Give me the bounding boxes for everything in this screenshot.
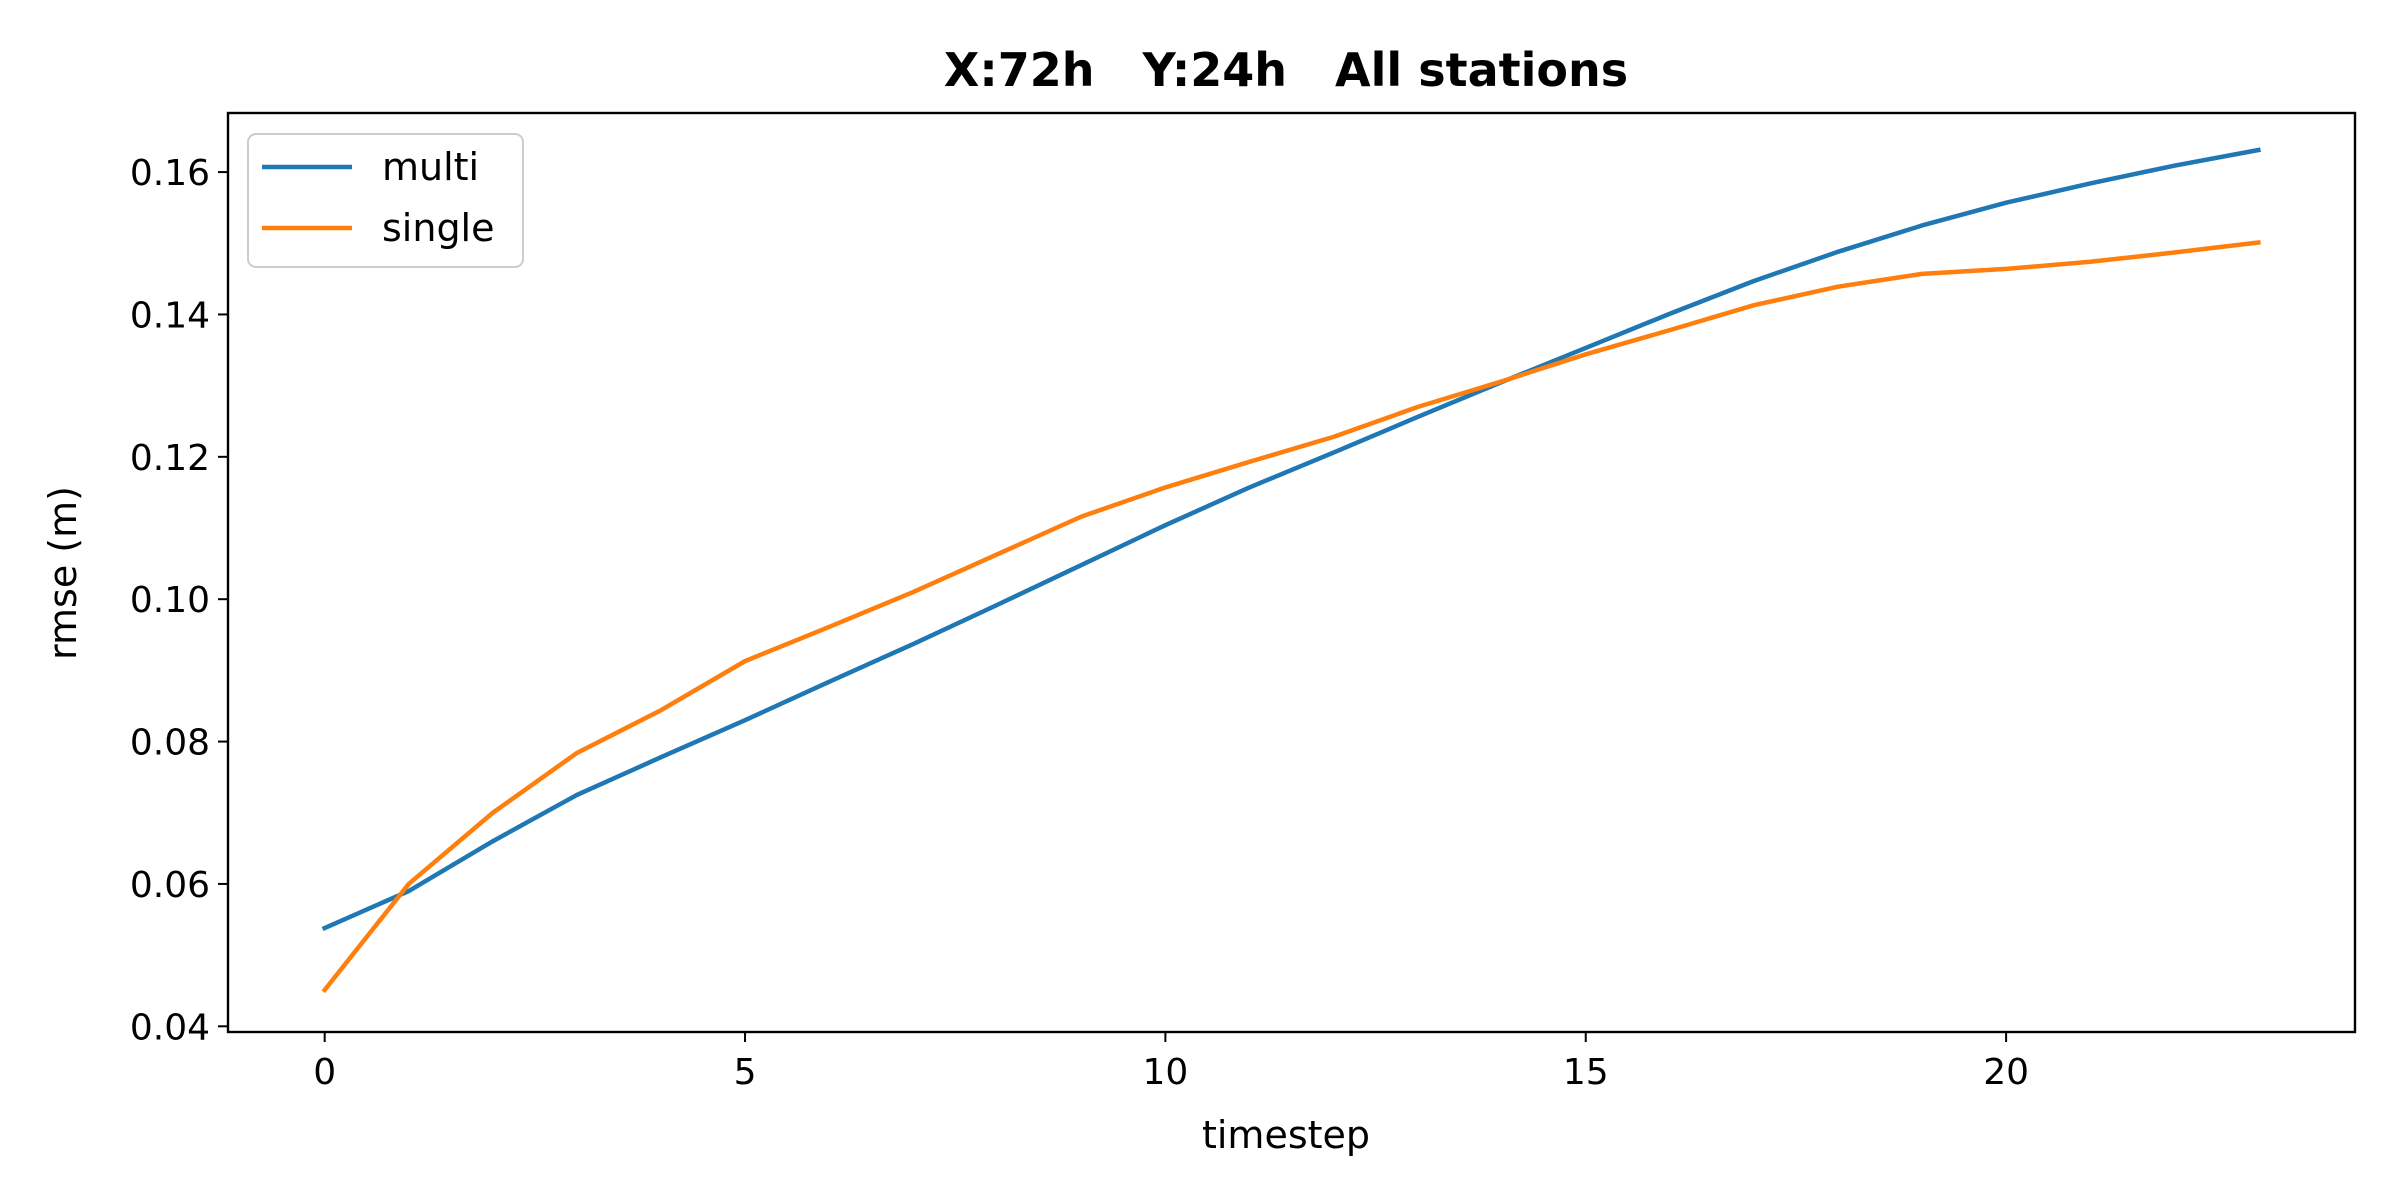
x-axis-label: timestep [1202, 1113, 1370, 1157]
y-tick-label: 0.16 [130, 153, 210, 194]
x-tick-label: 15 [1563, 1052, 1609, 1093]
y-axis-label: rmse (m) [41, 486, 85, 660]
y-tick-label: 0.08 [130, 723, 210, 764]
x-tick-label: 20 [1983, 1052, 2029, 1093]
x-tick-label: 10 [1142, 1052, 1188, 1093]
y-tick-label: 0.04 [130, 1007, 210, 1048]
legend-label-multi: multi [382, 145, 479, 189]
y-axis-ticks: 0.04 0.06 0.08 0.10 0.12 0.14 0.16 [130, 153, 228, 1048]
y-tick-label: 0.06 [130, 865, 210, 906]
legend: multi single [247, 133, 524, 268]
x-tick-label: 5 [734, 1052, 757, 1093]
series-line-multi [321, 147, 2261, 932]
plot-frame [226, 111, 2357, 1034]
y-tick-label: 0.10 [130, 580, 210, 621]
y-tick-label: 0.14 [130, 295, 210, 336]
chart-title: X:72h Y:24h All stations [944, 43, 1628, 97]
series-layer [321, 147, 2261, 994]
x-tick-label: 0 [313, 1052, 336, 1093]
series-line-single [321, 240, 2261, 994]
x-axis-ticks: 0 5 10 15 20 [313, 1032, 2029, 1093]
y-tick-label: 0.12 [130, 438, 210, 479]
legend-label-single: single [382, 206, 495, 250]
